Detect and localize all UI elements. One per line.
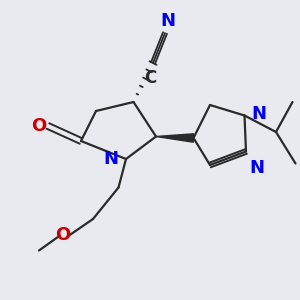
Polygon shape (156, 134, 194, 142)
Text: N: N (103, 150, 118, 168)
Text: N: N (250, 159, 265, 177)
Text: O: O (56, 226, 70, 244)
Text: C: C (144, 69, 156, 87)
Text: O: O (32, 117, 46, 135)
Text: N: N (160, 12, 175, 30)
Text: N: N (251, 105, 266, 123)
